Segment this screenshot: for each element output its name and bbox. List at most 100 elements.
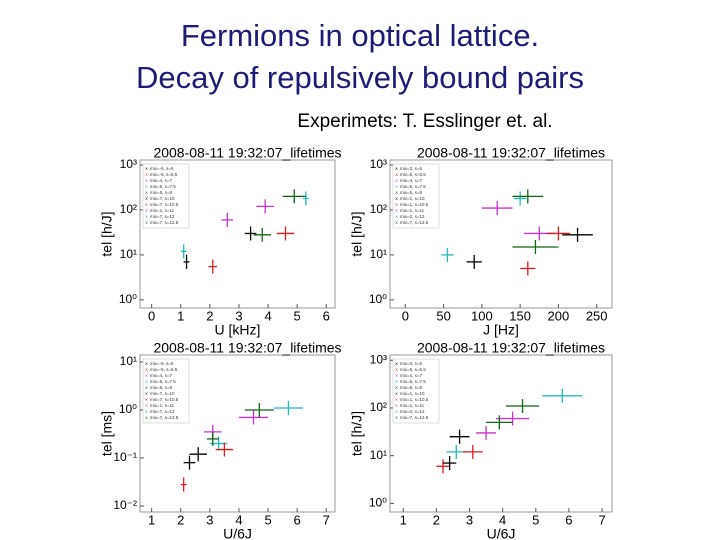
legend-label: mix=1, s=11	[150, 403, 175, 408]
legend-marker: ×	[395, 385, 398, 391]
legend-marker: ×	[395, 367, 398, 373]
y-tick-label: 10¹	[370, 448, 387, 462]
legend-marker: ×	[145, 202, 148, 208]
legend-label: mix=5, s=6.5	[400, 367, 426, 372]
legend	[392, 358, 440, 424]
legend-marker: ×	[395, 220, 398, 226]
legend-marker: ×	[145, 184, 148, 190]
x-tick-label: 0	[402, 308, 409, 323]
legend-marker: ×	[395, 397, 398, 403]
legend-label: mix=4, s=7	[150, 178, 173, 183]
legend-marker: ×	[145, 208, 148, 214]
chart-title: 2008-08-11 19:32:07_lifetimes	[417, 340, 605, 356]
x-tick-label: 6	[323, 308, 330, 323]
x-tick-label: 5	[294, 308, 301, 323]
legend-label: mix=-5, s=6.5	[150, 172, 178, 177]
legend-label: mix=7, s=10	[150, 196, 175, 201]
legend-marker: ×	[395, 403, 398, 409]
x-tick-label: 7	[598, 512, 605, 527]
legend-label: mix=2, s=12	[400, 409, 425, 414]
legend-label: mix=-5, s=6	[150, 361, 174, 366]
slide-title: Decay of repulsively bound pairs	[136, 60, 584, 95]
x-tick-label: 6	[565, 512, 572, 527]
x-tick-label: 4	[264, 308, 271, 323]
legend-marker: ×	[145, 166, 148, 172]
legend	[392, 163, 440, 229]
x-tick-label: 5	[532, 512, 539, 527]
legend-marker: ×	[395, 391, 398, 397]
legend-marker: ×	[145, 172, 148, 178]
x-tick-label: 1	[177, 308, 184, 323]
legend-label: mix=7, s=12	[150, 214, 175, 219]
x-tick-label: 50	[436, 308, 450, 323]
legend-label: mix=5, s=8	[150, 385, 173, 390]
chart-title: 2008-08-11 19:32:07_lifetimes	[153, 340, 341, 356]
y-tick-label: 10⁻¹	[113, 450, 137, 464]
legend-label: mix=5, s=6.5	[400, 172, 426, 177]
legend-label: mix=5, s=7.5	[400, 184, 426, 189]
y-tick-label: 10⁰	[369, 496, 387, 510]
legend-marker: ×	[395, 373, 398, 379]
legend-label: mix=7, s=12	[150, 409, 175, 414]
x-axis-label: U/6J	[223, 526, 252, 540]
y-axis-label: tel [h/J]	[349, 411, 365, 456]
credit: Experimets: T. Esslinger et. al.	[297, 111, 552, 132]
legend-label: mix=5, s=7.5	[400, 379, 426, 384]
y-tick-label: 10³	[120, 157, 137, 171]
chart-title: 2008-08-11 19:32:07_lifetimes	[417, 145, 605, 161]
legend-label: mix=1, s=10	[400, 196, 425, 201]
x-tick-label: 3	[466, 512, 473, 527]
x-tick-label: 150	[509, 308, 531, 323]
x-tick-label: 2	[177, 512, 184, 527]
legend-label: mix=1, s=11	[400, 403, 425, 408]
legend	[142, 163, 190, 229]
legend-label: mix=5, s=7.5	[150, 379, 176, 384]
legend-label: mix=2, s=12	[400, 214, 425, 219]
legend-marker: ×	[395, 214, 398, 220]
x-tick-label: 4	[499, 512, 506, 527]
legend-marker: ×	[145, 391, 148, 397]
legend-marker: ×	[145, 220, 148, 226]
legend-marker: ×	[395, 202, 398, 208]
legend-marker: ×	[145, 178, 148, 184]
legend-marker: ×	[145, 397, 148, 403]
legend-marker: ×	[395, 190, 398, 196]
legend-label: mix=7, s=10.5	[150, 397, 179, 402]
legend-label: mix=5, s=8	[400, 385, 423, 390]
y-axis-label: tel [h/J]	[99, 211, 115, 256]
legend-marker: ×	[145, 367, 148, 373]
legend-label: mix=1, s=10.5	[400, 397, 429, 402]
legend-label: mix=5, s=8	[400, 190, 423, 195]
x-axis-label: U/6J	[487, 526, 516, 540]
legend-marker: ×	[395, 361, 398, 367]
legend	[142, 358, 190, 424]
x-tick-label: 2	[206, 308, 213, 323]
legend-marker: ×	[395, 196, 398, 202]
chart-title: 2008-08-11 19:32:07_lifetimes	[153, 145, 341, 161]
x-tick-label: 1	[148, 512, 155, 527]
slide-title: Fermions in optical lattice.	[181, 18, 539, 53]
y-tick-label: 10²	[120, 202, 137, 216]
legend-marker: ×	[145, 373, 148, 379]
legend-label: mix=3, s=6	[400, 166, 423, 171]
legend-label: mix=-5, s=6.5	[150, 367, 178, 372]
x-axis-label: U [kHz]	[215, 322, 261, 338]
x-tick-label: 250	[586, 308, 608, 323]
x-tick-label: 100	[471, 308, 493, 323]
legend-label: mix=7, s=12.5	[150, 220, 179, 225]
x-tick-label: 7	[323, 512, 330, 527]
legend-marker: ×	[395, 178, 398, 184]
y-tick-label: 10¹	[370, 247, 387, 261]
legend-marker: ×	[395, 166, 398, 172]
y-tick-label: 10⁰	[119, 292, 137, 306]
x-tick-label: 0	[148, 308, 155, 323]
legend-label: mix=1, s=11	[400, 208, 425, 213]
x-tick-label: 3	[206, 512, 213, 527]
legend-label: mix=1, s=10.5	[400, 202, 429, 207]
y-tick-label: 10⁰	[369, 292, 387, 306]
y-tick-label: 10²	[370, 202, 387, 216]
legend-label: mix=7, s=10.5	[150, 202, 179, 207]
y-tick-label: 10²	[370, 400, 387, 414]
